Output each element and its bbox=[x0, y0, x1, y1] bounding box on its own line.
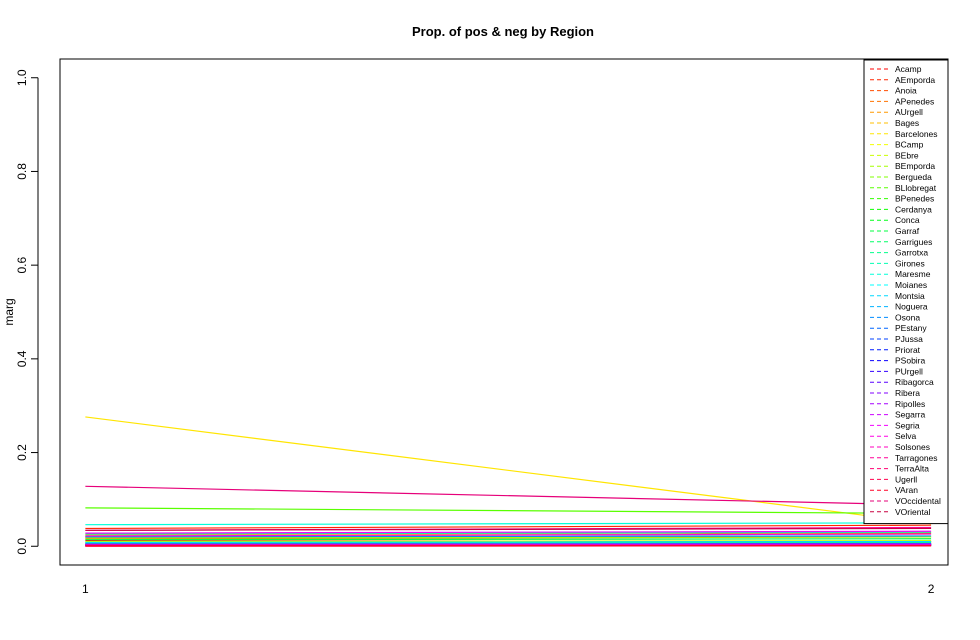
legend-entry: Bergueda bbox=[895, 172, 932, 182]
y-tick-label: 0.8 bbox=[15, 163, 29, 180]
legend-entry: Cerdanya bbox=[895, 204, 932, 214]
legend-entry: Solsones bbox=[895, 442, 930, 452]
series-line-bemporda bbox=[85, 536, 932, 539]
legend-entry: BPenedes bbox=[895, 194, 934, 204]
y-tick-label: 1.0 bbox=[15, 69, 29, 86]
legend-entry: Tarragones bbox=[895, 453, 938, 463]
y-axis-label: marg bbox=[2, 298, 16, 325]
series-line-girones bbox=[85, 531, 932, 535]
legend-entry: Moianes bbox=[895, 280, 927, 290]
legend-entry: VOccidental bbox=[895, 496, 941, 506]
series-line-bllobregat bbox=[85, 507, 932, 515]
legend-entry: Segria bbox=[895, 420, 920, 430]
legend-entry: BEbre bbox=[895, 150, 919, 160]
legend-entry: AEmporda bbox=[895, 75, 935, 85]
series-line-maresme bbox=[85, 522, 932, 526]
y-tick-label: 0.4 bbox=[15, 350, 29, 367]
legend-entry: VAran bbox=[895, 485, 918, 495]
series-line-bebre bbox=[85, 540, 932, 543]
legend-entry: Ripolles bbox=[895, 399, 925, 409]
series-line-voccidental bbox=[85, 485, 932, 506]
legend-entry: Garrigues bbox=[895, 237, 932, 247]
series-line-aemporda bbox=[85, 524, 932, 530]
x-tick-label: 1 bbox=[82, 582, 89, 596]
legend-entry: PUrgell bbox=[895, 366, 923, 376]
legend-entry: Osona bbox=[895, 312, 920, 322]
legend-entry: PEstany bbox=[895, 323, 927, 333]
legend-entry: Maresme bbox=[895, 269, 931, 279]
legend-entry: VOriental bbox=[895, 507, 931, 517]
legend-box bbox=[863, 59, 949, 525]
chart-title: Prop. of pos & neg by Region bbox=[412, 24, 594, 39]
legend-entry: Girones bbox=[895, 258, 925, 268]
legend-entry: PSobira bbox=[895, 356, 926, 366]
legend-entry: Ribera bbox=[895, 388, 920, 398]
y-tick-label: 0.6 bbox=[15, 256, 29, 273]
series-line-montsia bbox=[85, 540, 932, 544]
legend-entry: Noguera bbox=[895, 302, 928, 312]
legend-entry: Barcelones bbox=[895, 129, 938, 139]
legend-entry: Garraf bbox=[895, 226, 920, 236]
legend-entry: PJussa bbox=[895, 334, 923, 344]
legend-entry: Ugerll bbox=[895, 474, 917, 484]
legend-entry: APenedes bbox=[895, 96, 934, 106]
series-line-selva bbox=[85, 533, 932, 537]
y-tick-label: 0.2 bbox=[15, 444, 29, 461]
series-lines bbox=[85, 416, 932, 547]
legend-entry: BEmporda bbox=[895, 161, 935, 171]
legend-entry: BCamp bbox=[895, 140, 924, 150]
legend-entry: Selva bbox=[895, 431, 917, 441]
legend-entry: BLlobregat bbox=[895, 183, 937, 193]
legend-entry: Bages bbox=[895, 118, 919, 128]
legend-entry: Ribagorca bbox=[895, 377, 934, 387]
y-axis: 0.0 0.2 0.4 0.6 0.8 1.0 bbox=[15, 69, 39, 555]
legend-entry: Montsia bbox=[895, 291, 925, 301]
series-line-segria bbox=[85, 530, 932, 534]
series-line-barcelones bbox=[85, 416, 932, 525]
x-tick-label: 2 bbox=[928, 582, 935, 596]
legend: AcampAEmpordaAnoiaAPenedesAUrgellBagesBa… bbox=[863, 59, 949, 525]
y-tick-label: 0.0 bbox=[15, 538, 29, 555]
legend-entry: TerraAlta bbox=[895, 464, 929, 474]
series-line-osona bbox=[85, 535, 932, 538]
legend-entry: Conca bbox=[895, 215, 920, 225]
legend-entry: Garrotxa bbox=[895, 248, 928, 258]
legend-entry: Acamp bbox=[895, 64, 922, 74]
series-line-garraf bbox=[85, 538, 932, 541]
series-line-voriental bbox=[85, 527, 932, 531]
legend-entry: Segarra bbox=[895, 410, 926, 420]
legend-entry: Anoia bbox=[895, 86, 917, 96]
legend-entry: AUrgell bbox=[895, 107, 923, 117]
legend-entry: Priorat bbox=[895, 345, 921, 355]
